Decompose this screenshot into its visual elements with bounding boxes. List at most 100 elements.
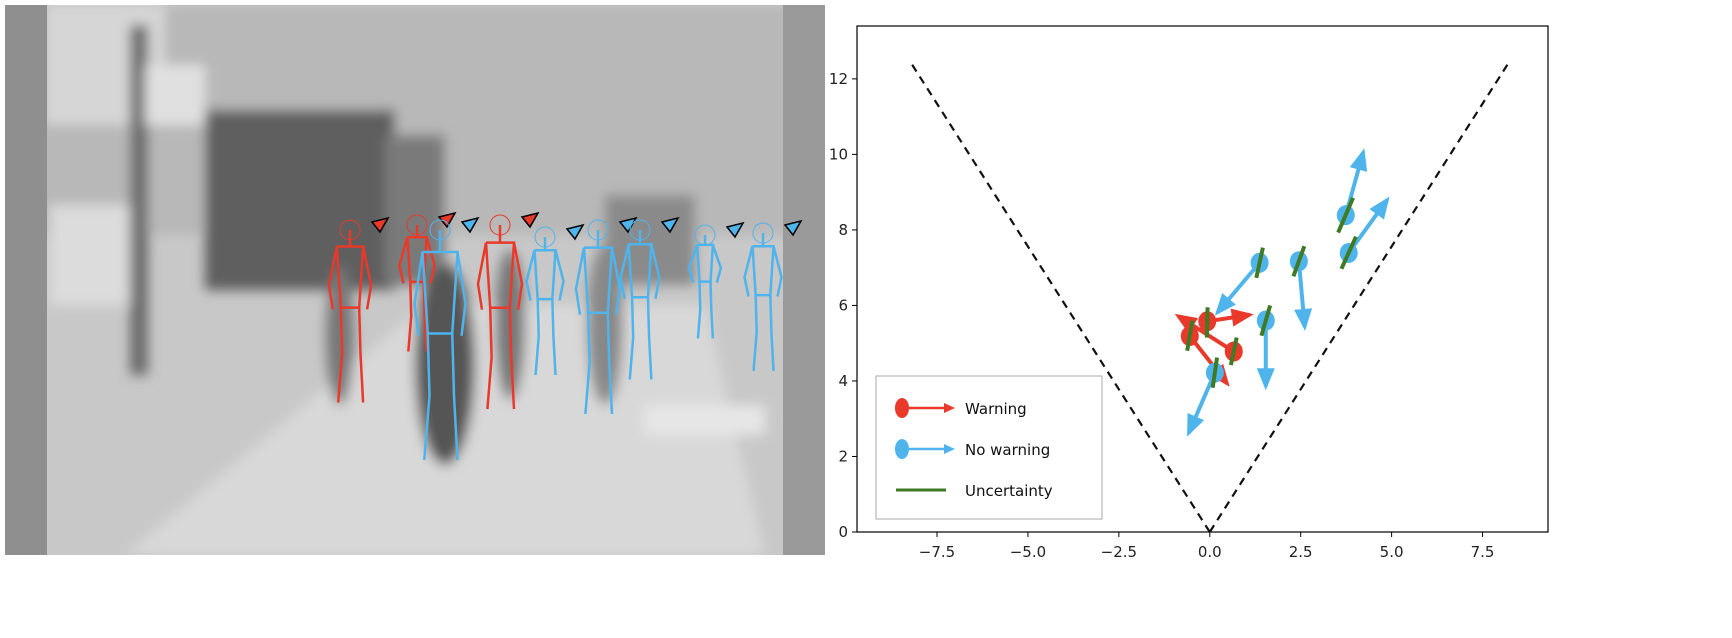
no-warning-pedestrian [1336,148,1368,226]
right-arm [650,244,661,300]
x-ticks: −7.5 −5.0 −2.5 0.0 2.5 5.0 7.5 [919,532,1495,561]
y-tick-label: 4 [838,372,848,390]
right-arm [512,242,524,310]
no-warning-skeleton [743,219,803,372]
orientation-marker-icon [725,221,745,239]
uncertainty-segment [1204,307,1210,338]
legend-arrow-head [944,403,955,413]
axes-frame [856,25,1549,533]
orientation-marker-icon [660,216,680,234]
y-tick-label: 0 [838,523,848,541]
orientation-marker-icon [460,216,480,234]
left-leg [584,312,591,415]
uncertainty-segment [1291,245,1307,278]
uncertainty-segment [1259,304,1273,337]
x-tick-label: 7.5 [1471,543,1495,561]
warning-velocity-arrow-head [1230,308,1254,327]
orientation-marker-icon [370,216,390,234]
left-leg [534,299,540,376]
left-leg [752,295,758,372]
no-warning-velocity-arrow-head [1256,368,1275,391]
right-arm [456,251,467,336]
orientation-marker-icon [520,211,540,229]
left-arm [413,251,424,336]
orientation-marker-icon [783,219,803,237]
legend-label: Warning [965,400,1027,418]
y-tick-label: 10 [829,145,848,163]
uncertainty-segment [1339,235,1358,270]
warning-skeleton [476,211,540,410]
uncertainty-segment [1254,247,1265,279]
y-tick-label: 6 [838,296,848,314]
left-leg [407,281,413,352]
y-tick-label: 2 [838,447,848,465]
right-leg [769,295,775,372]
photo-background [5,5,825,555]
right-arm [711,244,723,283]
right-arm [554,249,565,301]
legend: Warning No warning Uncertainty [875,375,1103,520]
legend-entry-no-warning: No warning [895,439,1050,459]
fov-line [910,63,1211,533]
x-tick-label: −2.5 [1101,543,1137,561]
right-arm [610,247,622,315]
right-leg [357,307,365,403]
legend-label: No warning [965,441,1050,459]
no-warning-skeleton [574,216,638,415]
street-photo [5,5,825,555]
no-warning-velocity-arrow-head [1187,412,1205,437]
left-border [5,5,47,555]
no-warning-velocity-arrow-head [1349,148,1368,172]
legend-entry-uncertainty: Uncertainty [896,482,1053,500]
left-leg [486,307,493,410]
no-warning-velocity-arrow-head [1214,293,1236,316]
left-leg [628,297,635,380]
left-arm [525,249,536,301]
y-ticks: 0 2 4 6 8 10 12 [829,70,857,541]
fov-line [1208,63,1509,533]
left-arm [476,242,488,310]
chart-marks [1174,148,1390,437]
no-warning-skeleton [525,223,585,376]
left-leg [423,333,431,461]
no-warning-skeleton [619,216,680,380]
no-warning-skeleton [413,216,480,461]
orientation-marker-icon [437,211,457,229]
left-arm [398,236,409,284]
x-tick-label: 0.0 [1198,543,1222,561]
right-leg [646,297,653,380]
y-tick-label: 8 [838,221,848,239]
legend-box [875,375,1103,520]
left-arm [619,244,630,300]
field-of-view-lines [910,63,1509,533]
warning-velocity-arrow-head [1174,313,1199,334]
right-arm [425,236,436,284]
left-leg [696,281,702,339]
uncertainty-segment [1336,197,1355,234]
left-arm [743,245,754,297]
no-warning-pedestrian [1186,362,1224,437]
right-arm [772,245,783,297]
right-leg [508,307,516,410]
no-warning-velocity-arrow-head [1294,308,1313,331]
uncertainty-segment [1210,357,1220,389]
no-warning-skeleton [687,221,745,339]
legend-entry-warning: Warning [895,398,1027,418]
pose-skeletons [327,211,803,461]
no-warning-velocity-arrow-head [1369,196,1390,220]
right-leg [709,281,715,339]
uncertainty-segment [1185,320,1195,352]
x-tick-label: 2.5 [1289,543,1313,561]
orientation-marker-icon [565,223,585,241]
left-leg [336,307,344,403]
left-arm [327,246,339,310]
legend-arrow-head [944,444,955,454]
right-leg [451,333,459,461]
x-tick-label: 5.0 [1380,543,1404,561]
x-tick-label: −5.0 [1010,543,1046,561]
no-warning-pedestrian [1289,251,1313,331]
right-leg [606,312,614,415]
left-arm [687,244,699,283]
x-tick-label: −7.5 [919,543,955,561]
